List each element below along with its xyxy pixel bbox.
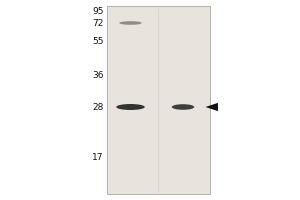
- Text: 95: 95: [92, 6, 103, 16]
- Ellipse shape: [172, 104, 194, 110]
- Text: 28: 28: [92, 102, 103, 112]
- Bar: [106, 6, 210, 194]
- Text: 36: 36: [92, 71, 103, 79]
- Ellipse shape: [116, 104, 145, 110]
- Text: 17: 17: [92, 153, 103, 162]
- Text: 55: 55: [92, 36, 103, 46]
- Ellipse shape: [119, 21, 142, 25]
- Polygon shape: [206, 103, 218, 111]
- Text: 72: 72: [92, 19, 103, 27]
